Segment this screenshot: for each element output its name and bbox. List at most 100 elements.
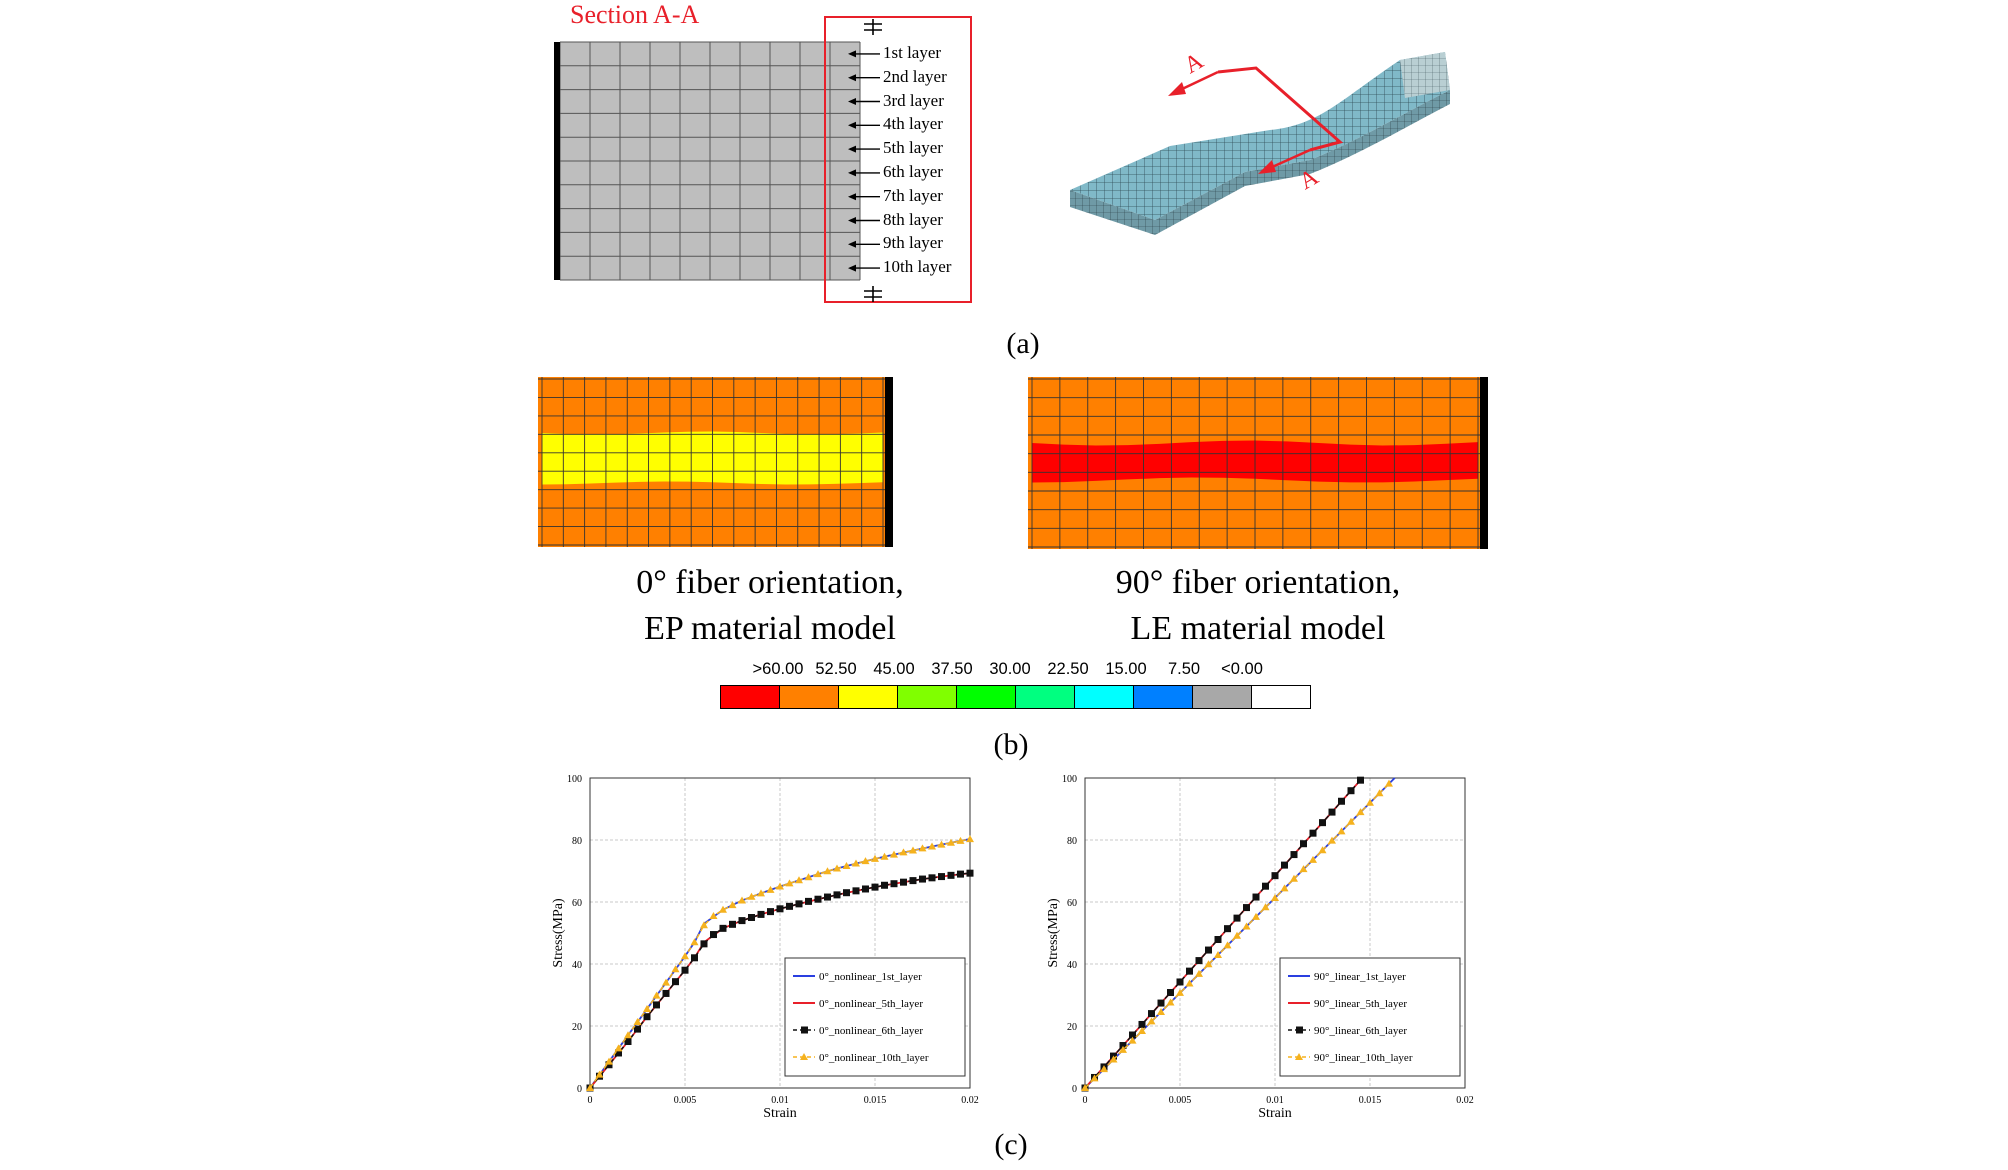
series-marker-triangle [1347, 817, 1355, 825]
x-axis-label: Strain [1258, 1106, 1291, 1121]
series-marker-triangle [1271, 893, 1279, 901]
legend-entry: 0°_nonlinear_6th_layer [819, 1025, 923, 1037]
legend-bar [720, 685, 1311, 709]
series-marker-triangle [738, 896, 746, 904]
series-marker-square [852, 887, 860, 895]
layer-arrow-head [848, 98, 856, 105]
series-marker-square [1233, 914, 1241, 922]
series-marker-triangle [833, 864, 841, 872]
series-marker-triangle [652, 991, 661, 999]
legend-label: 52.50 [815, 660, 857, 678]
series-marker-square [1300, 840, 1307, 848]
chart-90-degree: 0 0.005 0.01 0.015 0.02 0 20 40 60 80 100 Strain Str… [1046, 774, 1474, 1121]
series-marker-square [643, 1013, 651, 1021]
y-tick-label: 0 [1072, 1084, 1077, 1095]
series-marker-triangle [890, 850, 898, 858]
series-marker-square [1271, 872, 1279, 880]
contour-edge [1480, 377, 1488, 549]
series-marker-square [1357, 776, 1364, 784]
legend-marker [801, 1026, 808, 1034]
legend-entry: 90°_linear_1st_layer [1314, 971, 1406, 983]
layer-label: 9th layer [883, 233, 943, 253]
series-marker-triangle [1176, 988, 1184, 996]
section-highlight-box [824, 16, 972, 303]
layer-label: 8th layer [883, 209, 943, 229]
series-marker-triangle [690, 938, 699, 946]
legend-label: 15.00 [1105, 660, 1147, 678]
series-marker-triangle [1280, 884, 1289, 892]
specimen-side [1155, 90, 1450, 235]
y-tick-label: 20 [572, 1022, 582, 1033]
x-tick-label: 0.02 [1456, 1095, 1474, 1106]
series-marker-triangle [633, 1017, 642, 1025]
series-marker-square [909, 877, 917, 885]
y-tick-label: 40 [572, 960, 582, 971]
series-marker-triangle [1166, 998, 1175, 1006]
series-marker-square [1195, 957, 1203, 965]
legend-labels: >60.00 52.50 45.00 37.50 30.00 22.50 15.00 7.50… [720, 660, 1310, 682]
series-marker-triangle [700, 921, 708, 929]
series-marker-triangle [586, 1084, 594, 1091]
layer-arrows [848, 50, 880, 272]
series-marker-triangle [842, 862, 851, 870]
x-tick-label: 0.005 [674, 1095, 697, 1106]
series-marker-triangle [766, 885, 775, 893]
series-marker-triangle [785, 879, 794, 887]
series-marker-square [615, 1049, 622, 1057]
x-tick-label: 0.015 [864, 1095, 887, 1106]
series-marker-triangle [880, 852, 889, 860]
series-marker-triangle [1261, 903, 1270, 911]
series-marker-square [1205, 946, 1212, 954]
series-marker-square [843, 889, 850, 897]
series-marker-triangle [709, 911, 718, 919]
x-tick-label: 0.015 [1359, 1095, 1382, 1106]
series-marker-triangle [1233, 931, 1241, 939]
y-tick-label: 20 [1067, 1022, 1077, 1033]
series-marker-square [710, 931, 717, 939]
x-tick-label: 0.01 [1266, 1095, 1284, 1106]
specimen-top [1070, 52, 1450, 220]
layer-label: 3rd layer [883, 90, 944, 110]
series-marker-triangle [1356, 808, 1365, 816]
layer-label: 10th layer [883, 257, 952, 277]
series-marker-square [662, 989, 670, 997]
series-marker-square [1262, 882, 1269, 890]
legend-marker [1296, 1026, 1303, 1034]
layer-label: 1st layer [883, 42, 942, 62]
series-marker-triangle [861, 857, 870, 865]
series-marker-square [1157, 999, 1165, 1007]
series-marker-square [1252, 893, 1260, 901]
contour-left-caption: 0° fiber orientation, EP material model [560, 560, 980, 652]
series-marker-square [1148, 1010, 1155, 1018]
contour-left-line2: EP material model [644, 610, 896, 647]
series-marker-triangle [1185, 979, 1194, 987]
series-marker-square [862, 885, 869, 893]
legend-entry: 90°_linear_6th_layer [1314, 1025, 1407, 1037]
legend-label: <0.00 [1221, 660, 1263, 678]
series-marker-triangle [909, 846, 917, 854]
series-marker-triangle [795, 876, 803, 884]
series-marker-square [757, 910, 765, 918]
series-marker-square [824, 893, 831, 901]
series-marker-triangle [1385, 779, 1393, 787]
series-marker-square [1290, 851, 1298, 859]
plot-frame [589, 777, 971, 1089]
series-marker-square [1119, 1042, 1127, 1050]
series-marker-square [653, 1001, 660, 1009]
legend-entry: 0°_nonlinear_1st_layer [819, 971, 922, 983]
section-cut-line [1217, 66, 1344, 152]
series-marker-triangle [757, 889, 765, 897]
y-tick-label: 80 [572, 836, 582, 847]
legend-swatch [780, 686, 839, 708]
series-marker-triangle [947, 838, 955, 846]
contour-right-line2: LE material model [1130, 610, 1386, 647]
y-tick-label: 0 [577, 1084, 582, 1095]
chart-0-degree: 0 0.005 0.01 0.015 0.02 0 20 40 60 80 100 Strain Str… [551, 774, 979, 1121]
y-axis-label: Stress(MPa) [1046, 898, 1061, 968]
series-marker-square [1281, 861, 1288, 869]
series-marker-triangle [1157, 1008, 1165, 1016]
section-title: Section A-A [570, 0, 700, 29]
contour-right-line1: 90° fiber orientation, [1115, 564, 1401, 601]
series-marker-triangle [1081, 1084, 1089, 1091]
x-tick-label: 0 [1083, 1095, 1088, 1106]
